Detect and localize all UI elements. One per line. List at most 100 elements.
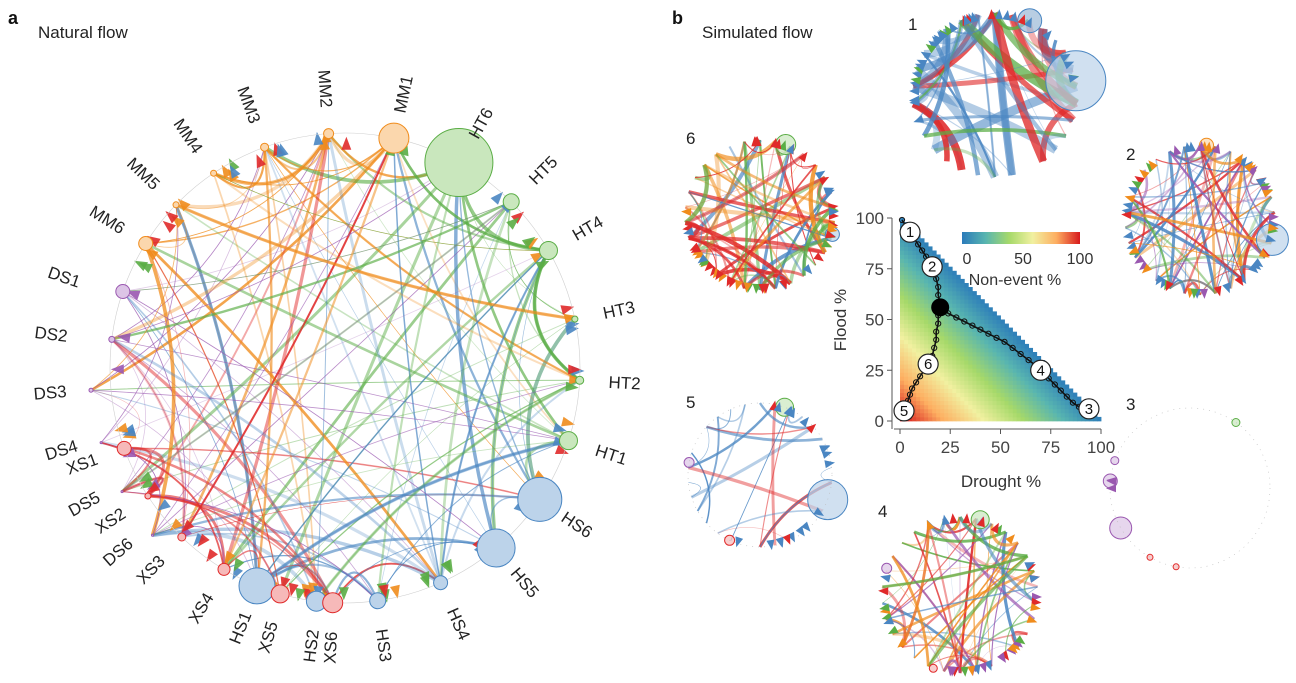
fill-cell (980, 360, 985, 365)
fill-cell (940, 352, 945, 357)
fill-cell (1008, 412, 1013, 418)
fill-cell (952, 335, 957, 341)
fill-cell (1052, 396, 1058, 402)
fill-cell (940, 347, 945, 353)
fill-cell (976, 327, 981, 333)
fill-cell (928, 404, 933, 410)
fill-cell (976, 299, 981, 304)
fill-cell (1032, 408, 1038, 414)
fill-cell (984, 388, 989, 393)
edge-arrowhead (177, 198, 191, 212)
fill-cell (1028, 384, 1034, 389)
fill-cell (1020, 368, 1026, 373)
mini-arrowhead (1068, 74, 1079, 83)
fill-cell (988, 356, 993, 361)
fill-cell (1024, 412, 1030, 418)
fill-cell (956, 335, 961, 341)
fill-cell (948, 404, 953, 410)
mini-arrowhead (1139, 260, 1150, 271)
fill-cell (992, 380, 997, 385)
fill-cell (1060, 380, 1066, 385)
fill-cell (1020, 376, 1026, 381)
fill-cell (1036, 388, 1042, 393)
fill-cell (948, 270, 953, 276)
mini-edge (959, 618, 1035, 674)
fill-cell (936, 372, 941, 377)
trajectory-point (898, 216, 906, 224)
network-edge (222, 133, 331, 570)
fill-cell (980, 299, 985, 304)
fill-cell (960, 303, 965, 308)
fill-cell (968, 291, 973, 296)
fill-cell (976, 339, 981, 345)
mini-network-2: 2 (1121, 137, 1289, 299)
fill-cell (952, 339, 957, 345)
fill-cell (928, 392, 933, 398)
edge-arrowhead (440, 560, 452, 574)
fill-cell (960, 307, 965, 312)
fill-cell (984, 372, 989, 377)
mini-network-6-label: 6 (686, 129, 695, 148)
node-ht5 (502, 193, 520, 211)
mini-edge (775, 274, 791, 289)
trajectory-point (935, 283, 942, 291)
mini-arrowhead (887, 625, 899, 635)
fill-cell (948, 347, 953, 353)
fill-cell (1024, 368, 1030, 373)
fill-cell (984, 392, 989, 398)
fill-cell (912, 327, 917, 333)
mini-edge (900, 523, 930, 648)
fill-cell (952, 278, 957, 284)
fill-cell (1072, 396, 1078, 402)
mini-edge (684, 206, 731, 284)
fill-cell (916, 262, 921, 268)
mini-edge (728, 146, 792, 284)
fill-cell (992, 323, 997, 329)
fill-cell (968, 347, 973, 353)
fill-cell (1076, 416, 1082, 422)
fill-cell (900, 376, 905, 381)
mini-arrowhead (1063, 61, 1075, 70)
node-xs2 (144, 492, 152, 500)
edge-arrowhead (554, 444, 569, 454)
fill-cell (940, 376, 945, 381)
fill-cell (992, 347, 997, 353)
fill-cell (912, 372, 917, 377)
mini-edge (1169, 151, 1231, 289)
fill-cell (980, 303, 985, 308)
fill-cell (1044, 384, 1050, 389)
network-edge (256, 439, 569, 587)
fill-cell (900, 266, 905, 272)
fill-cell (924, 323, 929, 329)
fill-cell (900, 246, 905, 251)
fill-cell (988, 343, 993, 349)
fill-cell (904, 283, 909, 288)
fill-cell (1072, 392, 1078, 398)
fill-cell (972, 400, 977, 406)
fill-cell (944, 291, 949, 296)
mini-edge (715, 153, 835, 209)
fill-cell (988, 384, 993, 389)
fill-cell (932, 372, 937, 377)
fill-cell (964, 307, 969, 312)
fill-cell (1016, 388, 1022, 393)
mini-arrowhead (883, 616, 895, 625)
fill-cell (1056, 416, 1062, 422)
panel-a-title: Natural flow (38, 23, 128, 42)
mini-node (970, 510, 990, 530)
fill-cell (984, 384, 989, 389)
fill-cell (928, 416, 933, 422)
fill-cell (980, 331, 985, 337)
mini-arrowhead (802, 264, 813, 275)
fill-cell (960, 400, 965, 406)
fill-cell (944, 327, 949, 333)
fill-cell (968, 408, 973, 414)
mini-arrowhead (1247, 166, 1258, 176)
mini-edge (690, 452, 711, 524)
fill-cell (1052, 400, 1058, 406)
fill-cell (940, 408, 945, 414)
network-edge (180, 133, 330, 538)
node-label-mm4: MM4 (170, 115, 207, 157)
